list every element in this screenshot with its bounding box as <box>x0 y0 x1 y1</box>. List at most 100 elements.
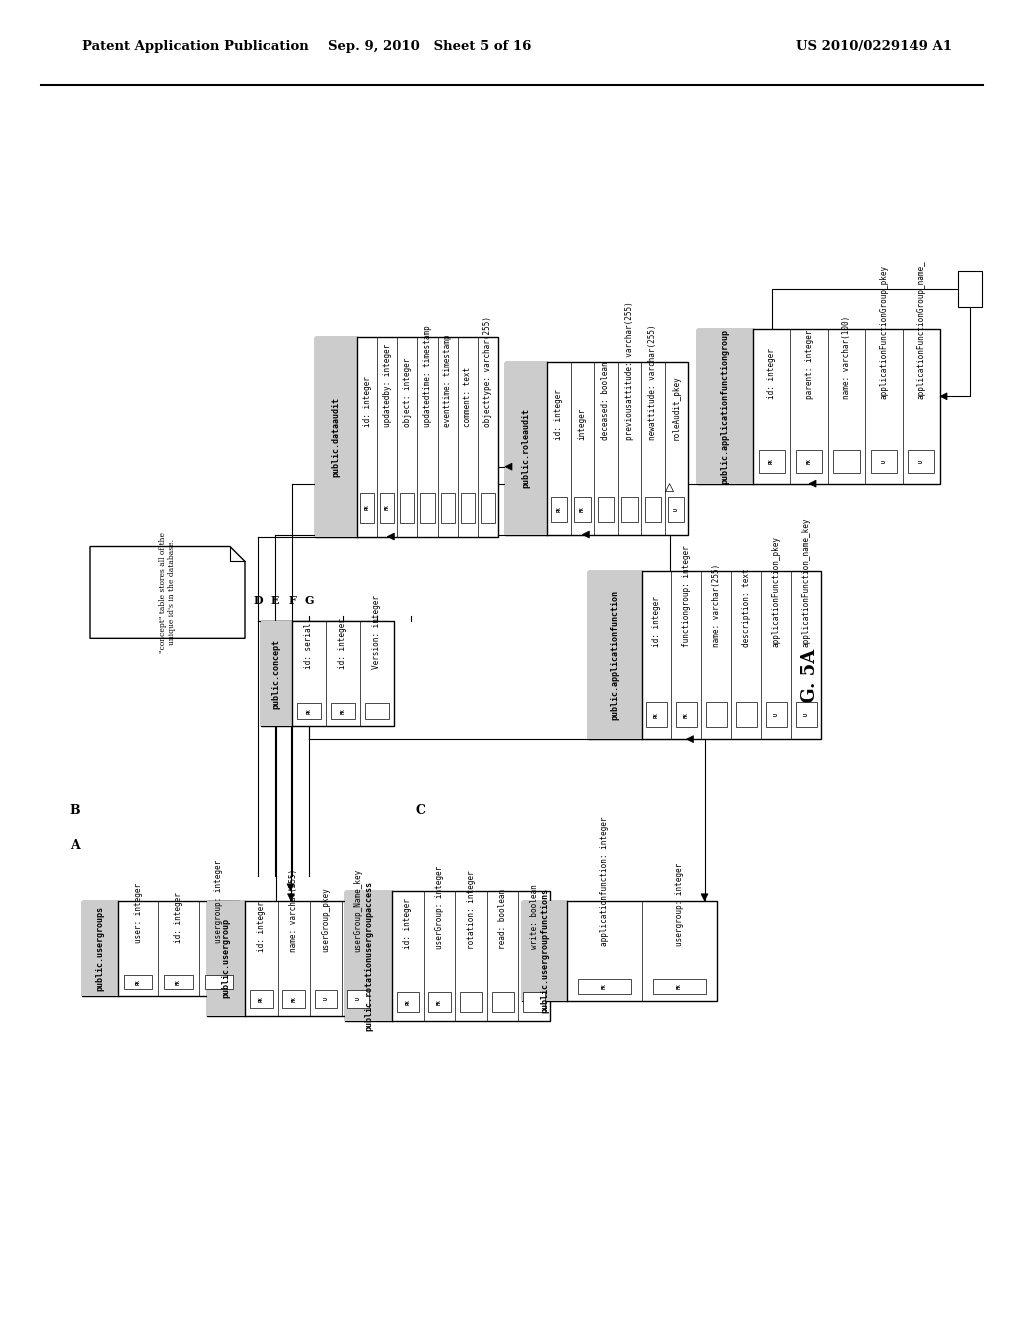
Text: id: integer: id: integer <box>652 597 662 647</box>
Text: FK: FK <box>677 983 682 989</box>
Text: userGroup_pkey: userGroup_pkey <box>322 888 331 953</box>
Text: PK: PK <box>769 458 774 465</box>
Text: PK: PK <box>136 979 140 985</box>
Text: public.concept: public.concept <box>271 639 281 709</box>
Polygon shape <box>287 884 294 891</box>
Text: PK: PK <box>406 999 411 1005</box>
Bar <box>646 702 667 727</box>
Text: public.dataaudit: public.dataaudit <box>332 397 341 477</box>
Text: user: integer: user: integer <box>134 883 142 944</box>
Text: id: integer: id: integer <box>174 892 183 944</box>
Text: public.usergroup: public.usergroup <box>222 919 230 998</box>
Text: FK: FK <box>385 504 390 511</box>
Bar <box>345 891 392 1020</box>
Polygon shape <box>583 531 590 539</box>
Text: U: U <box>919 459 924 462</box>
Text: FK: FK <box>437 999 442 1005</box>
Bar <box>421 492 434 523</box>
Text: applicationFunctionGroup_pkey: applicationFunctionGroup_pkey <box>880 264 889 399</box>
Text: id: integer: id: integer <box>338 618 347 668</box>
Text: PK: PK <box>259 997 264 1002</box>
Text: FK: FK <box>807 458 812 465</box>
Bar <box>579 978 631 994</box>
Polygon shape <box>90 546 245 639</box>
Text: comment: text: comment: text <box>463 367 472 426</box>
Text: id: integer: id: integer <box>767 347 776 399</box>
Bar <box>261 622 394 726</box>
Text: rotation: integer: rotation: integer <box>467 871 475 949</box>
Text: FK: FK <box>291 997 296 1002</box>
Text: U: U <box>774 713 778 717</box>
Text: A: A <box>70 840 80 853</box>
Polygon shape <box>505 463 512 470</box>
Bar <box>428 993 451 1011</box>
Bar <box>644 496 662 523</box>
Text: name: varchar(100): name: varchar(100) <box>842 315 851 399</box>
Bar <box>598 496 614 523</box>
Bar <box>124 974 153 989</box>
Bar <box>588 572 642 739</box>
Text: id: integer: id: integer <box>362 376 372 426</box>
Text: id: serial: id: serial <box>304 622 313 668</box>
Bar <box>588 572 821 739</box>
Text: id: integer: id: integer <box>554 388 563 440</box>
Bar <box>796 702 816 727</box>
Text: D: D <box>253 595 263 606</box>
Text: FIG. 5A: FIG. 5A <box>801 648 819 723</box>
Polygon shape <box>387 533 394 540</box>
Text: F: F <box>288 595 296 606</box>
Text: deceased: boolean: deceased: boolean <box>601 360 610 440</box>
Text: updatedtime: timestamp: updatedtime: timestamp <box>423 325 432 426</box>
Text: integer: integer <box>578 407 587 440</box>
Bar <box>283 990 305 1007</box>
Text: read: boolean: read: boolean <box>498 890 507 949</box>
Text: userGroup: integer: userGroup: integer <box>435 866 444 949</box>
Bar <box>505 362 688 535</box>
Polygon shape <box>809 480 816 487</box>
Polygon shape <box>701 894 708 900</box>
Text: usergroup: integer: usergroup: integer <box>214 861 223 944</box>
Bar <box>706 702 727 727</box>
Bar <box>870 450 897 473</box>
Text: B: B <box>70 804 80 817</box>
Bar <box>331 704 354 719</box>
Text: name: varchar(255): name: varchar(255) <box>712 564 721 647</box>
Bar <box>345 891 550 1020</box>
Text: public.usergroups: public.usergroups <box>95 906 104 991</box>
Text: PK: PK <box>654 711 659 718</box>
Text: "concept" table stores all of the
unique id's in the database.: "concept" table stores all of the unique… <box>159 532 176 653</box>
Text: public.usergroupfunctions: public.usergroupfunctions <box>540 888 549 1014</box>
Bar <box>261 622 292 726</box>
Text: object: integer: object: integer <box>402 358 412 426</box>
Text: Patent Application Publication: Patent Application Publication <box>82 40 308 53</box>
Text: FK: FK <box>580 507 585 512</box>
Text: applicationfunction: integer: applicationfunction: integer <box>600 816 609 945</box>
Text: U: U <box>674 508 679 511</box>
Text: C: C <box>415 804 425 817</box>
Text: public.rotationusergroupaccess: public.rotationusergroupaccess <box>365 880 373 1031</box>
Text: name: varchar(255): name: varchar(255) <box>289 869 298 953</box>
Text: write: boolean: write: boolean <box>529 884 539 949</box>
Text: previousattitude: varchar(255): previousattitude: varchar(255) <box>625 301 634 440</box>
Text: U: U <box>324 998 329 1001</box>
Text: G: G <box>304 595 313 606</box>
Bar <box>908 450 934 473</box>
Bar <box>461 492 475 523</box>
Bar <box>574 496 591 523</box>
Text: public.applicationfunctiongroup: public.applicationfunctiongroup <box>721 329 729 484</box>
Text: PK: PK <box>556 507 561 512</box>
Text: applicationFunctionGroup_name_: applicationFunctionGroup_name_ <box>916 260 926 399</box>
Text: U: U <box>804 713 809 717</box>
Bar <box>207 900 374 1015</box>
Text: Version: integer: Version: integer <box>373 594 381 668</box>
Bar <box>697 329 940 483</box>
Bar <box>380 492 394 523</box>
Bar <box>492 993 514 1011</box>
Bar <box>360 492 374 523</box>
Polygon shape <box>940 393 947 400</box>
Bar <box>736 702 757 727</box>
Bar <box>440 492 455 523</box>
Polygon shape <box>686 735 693 743</box>
Text: U: U <box>355 998 360 1001</box>
Bar <box>400 492 415 523</box>
